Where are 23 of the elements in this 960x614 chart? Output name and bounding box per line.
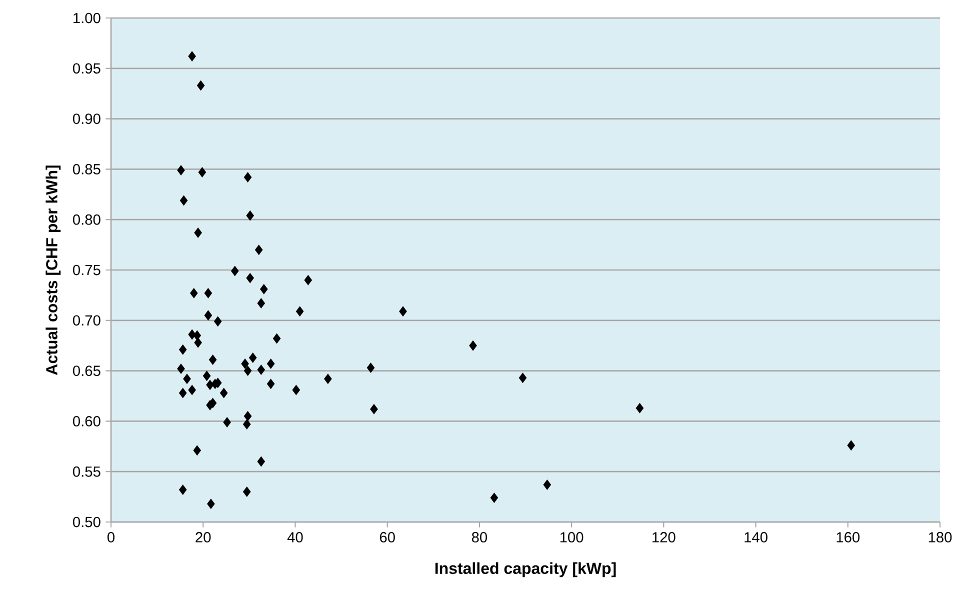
x-tick-label: 180 (928, 532, 952, 542)
x-tick-label: 160 (836, 532, 860, 542)
x-tick-label: 0 (107, 532, 114, 542)
x-tick-label: 60 (380, 532, 395, 542)
y-tick-label: 0.75 (72, 264, 100, 276)
y-tick-label: 0.85 (72, 164, 100, 174)
y-tick-label: 0.55 (72, 466, 100, 477)
x-tick-label: 20 (196, 532, 211, 542)
x-tick-label: 140 (744, 532, 768, 542)
y-tick-label: 0.95 (72, 63, 100, 74)
y-tick-label: 0.60 (72, 416, 100, 426)
x-tick-label: 120 (652, 532, 676, 542)
y-tick-label: 0.70 (72, 315, 100, 326)
y-tick-label: 0.90 (72, 114, 100, 124)
y-tick-label: 0.65 (72, 366, 100, 376)
x-tick-label: 40 (287, 532, 303, 542)
y-tick-label: 0.80 (72, 214, 100, 225)
x-tick-label: 80 (472, 532, 488, 542)
y-axis-title: Actual costs [CHF per kWh] (46, 166, 61, 375)
x-axis-title: Installed capacity [kWp] (435, 562, 616, 578)
y-tick-label: 0.50 (72, 516, 100, 528)
x-tick-label: 100 (560, 532, 584, 542)
y-tick-label: 1.00 (74, 12, 100, 24)
